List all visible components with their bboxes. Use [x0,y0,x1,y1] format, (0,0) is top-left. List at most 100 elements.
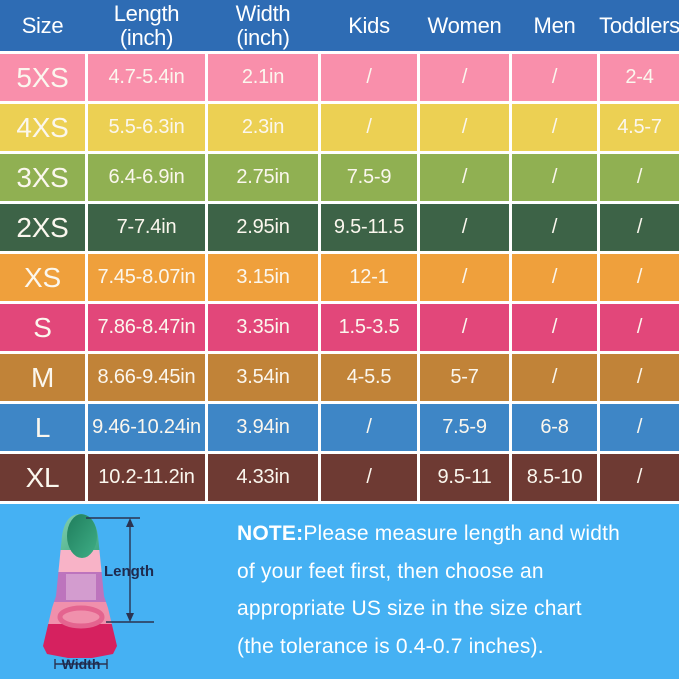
table-row: XS 7.45-8.07in 3.15in 12-1 / / / [0,254,679,301]
length-cell: 7.86-8.47in [88,304,205,351]
note-line: NOTE:Please measure length and width [237,515,620,553]
swim-fin-diagram: Length Width [43,514,154,672]
table-row: 2XS 7-7.4in 2.95in 9.5-11.5 / / / [0,204,679,251]
header-cell-men: Men [512,12,597,38]
women-cell: 7.5-9 [420,404,509,451]
table-row: 4XS 5.5-6.3in 2.3in / / / 4.5-7 [0,104,679,151]
kids-cell: 12-1 [321,254,417,301]
size-cell: 3XS [0,154,85,201]
footer-note-section: Length Width NOTE:Please measure length … [0,504,679,679]
width-cell: 3.35in [208,304,318,351]
header-sublabel: (inch) [236,24,290,50]
kids-cell: 7.5-9 [321,154,417,201]
note-line: of your feet first, then choose an [237,559,544,583]
width-cell: 2.3in [208,104,318,151]
toddlers-cell: / [600,154,679,201]
width-cell: 2.75in [208,154,318,201]
table-body: 5XS 4.7-5.4in 2.1in / / / 2-4 4XS 5.5-6.… [0,51,679,501]
kids-cell: / [321,54,417,101]
header-cell-toddlers: Toddlers [599,12,679,38]
women-cell: / [420,154,509,201]
women-cell: 5-7 [420,354,509,401]
header-label: Size [21,12,64,38]
men-cell: / [512,304,597,351]
women-cell: / [420,54,509,101]
size-cell: 4XS [0,104,85,151]
length-cell: 4.7-5.4in [88,54,205,101]
toddlers-cell: 2-4 [600,54,679,101]
header-label: Kids [348,12,390,38]
kids-cell: 1.5-3.5 [321,304,417,351]
dimension-arrowheads [126,518,134,622]
size-cell: XL [0,454,85,501]
kids-cell: / [321,404,417,451]
men-cell: 8.5-10 [512,454,597,501]
width-cell: 2.1in [208,54,318,101]
toddlers-cell: / [600,454,679,501]
women-cell: / [420,204,509,251]
women-cell: / [420,254,509,301]
men-cell: / [512,354,597,401]
table-row: 3XS 6.4-6.9in 2.75in 7.5-9 / / / [0,154,679,201]
length-cell: 7.45-8.07in [88,254,205,301]
size-cell: XS [0,254,85,301]
width-cell: 3.94in [208,404,318,451]
header-label: Length [113,0,180,26]
width-cell: 3.15in [208,254,318,301]
header-sublabel: (inch) [119,24,174,50]
width-dimension-label: Width [62,656,101,672]
length-cell: 9.46-10.24in [88,404,205,451]
note-line: (the tolerance is 0.4-0.7 inches). [237,634,544,658]
length-cell: 10.2-11.2in [88,454,205,501]
size-cell: S [0,304,85,351]
length-cell: 6.4-6.9in [88,154,205,201]
size-cell: 5XS [0,54,85,101]
kids-cell: 9.5-11.5 [321,204,417,251]
note-line: appropriate US size in the size chart [237,597,582,620]
toddlers-cell: / [600,304,679,351]
kids-cell: 4-5.5 [321,354,417,401]
header-cell-size: Size [0,12,85,38]
men-cell: / [512,254,597,301]
length-dimension-label: Length [104,563,154,580]
men-cell: / [512,54,597,101]
header-cell-women: Women [420,13,509,38]
table-row: M 8.66-9.45in 3.54in 4-5.5 5-7 / / [0,354,679,401]
women-cell: 9.5-11 [420,454,509,501]
table-row: S 7.86-8.47in 3.35in 1.5-3.5 / / / [0,304,679,351]
women-cell: / [420,304,509,351]
length-cell: 7-7.4in [88,204,205,251]
men-cell: 6-8 [512,404,597,451]
fin-color-bands [43,514,117,658]
men-cell: / [512,204,597,251]
header-cell-width: Width (inch) [208,1,318,50]
size-cell: M [0,354,85,401]
note-line-text: Please measure length and width [303,522,621,545]
toddlers-cell: / [600,254,679,301]
size-cell: 2XS [0,204,85,251]
toddlers-cell: / [600,204,679,251]
size-cell: L [0,404,85,451]
men-cell: / [512,154,597,201]
width-cell: 3.54in [208,354,318,401]
toddlers-cell: 4.5-7 [600,104,679,151]
note-prefix: NOTE: [237,522,304,545]
width-cell: 2.95in [208,204,318,251]
table-row: L 9.46-10.24in 3.94in / 7.5-9 6-8 / [0,404,679,451]
table-row: 5XS 4.7-5.4in 2.1in / / / 2-4 [0,54,679,101]
kids-cell: / [321,454,417,501]
foot-opening [57,605,105,629]
table-row: XL 10.2-11.2in 4.33in / 9.5-11 8.5-10 / [0,454,679,501]
note-text: NOTE:Please measure length and width of … [237,515,620,665]
men-cell: / [512,104,597,151]
women-cell: / [420,104,509,151]
header-cell-kids: Kids [321,12,417,38]
header-label: Men [533,12,576,38]
length-cell: 8.66-9.45in [88,354,205,401]
header-label: Toddlers [599,12,679,38]
header-cell-length: Length (inch) [88,0,205,50]
width-cell: 4.33in [208,454,318,501]
kids-cell: / [321,104,417,151]
toddlers-cell: / [600,404,679,451]
